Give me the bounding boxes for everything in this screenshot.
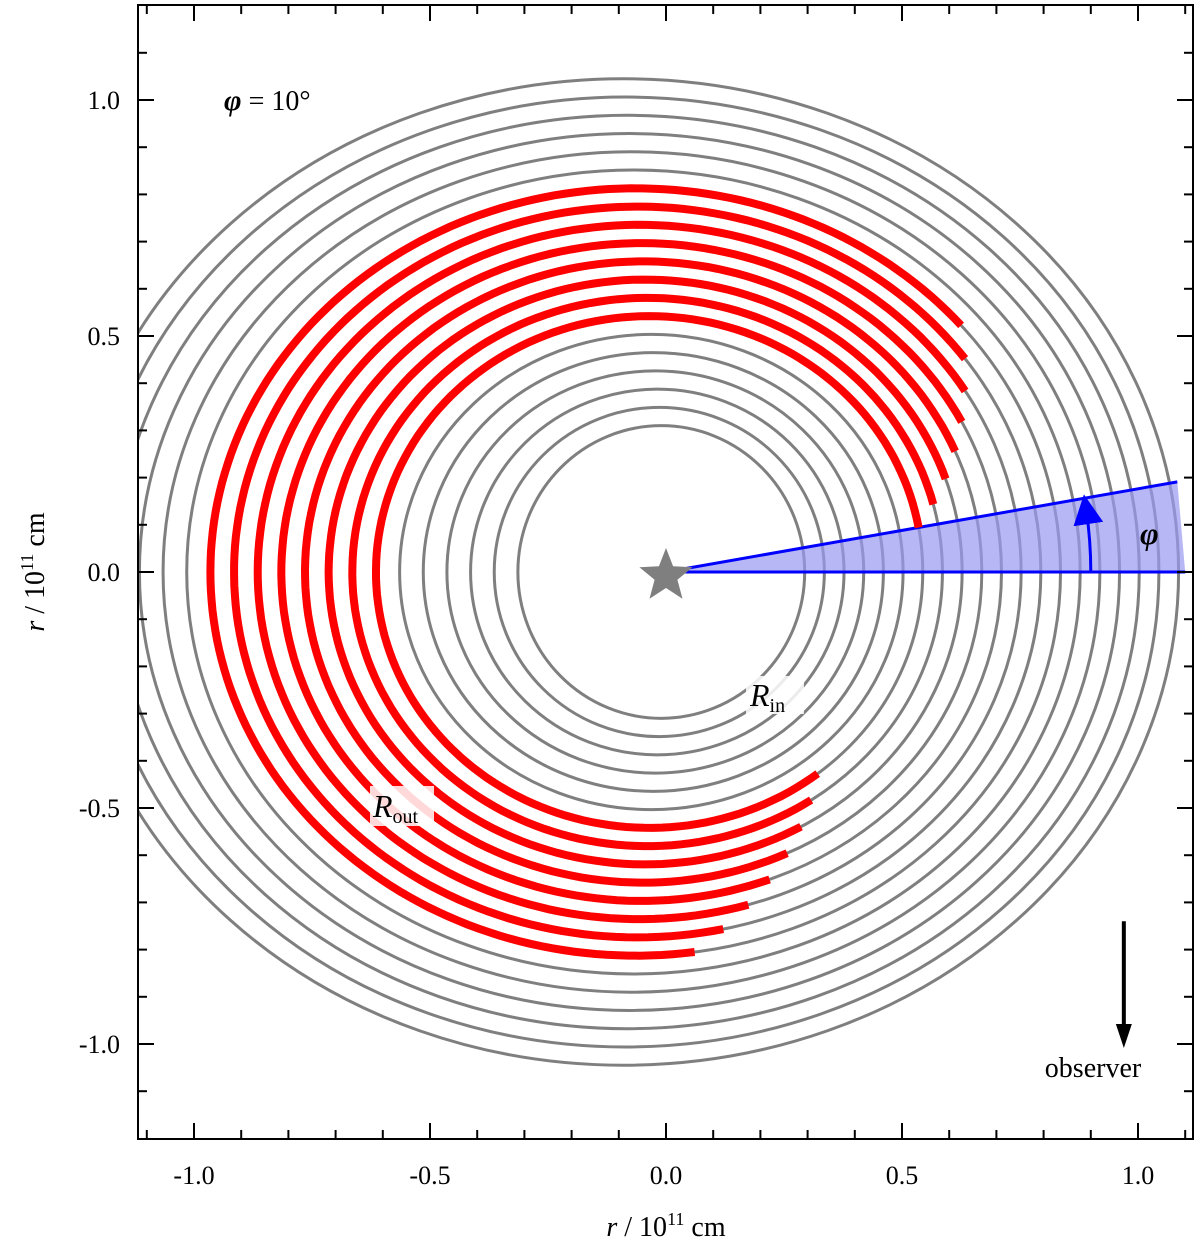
observer-arrow-head bbox=[1115, 1024, 1132, 1048]
y-tick-label: 0.0 bbox=[88, 558, 121, 587]
y-axis-label: r / 1011 cm bbox=[17, 512, 51, 631]
red-arc bbox=[348, 293, 938, 851]
red-arc bbox=[300, 257, 959, 887]
red-arcs bbox=[206, 184, 969, 960]
x-axis-label: r / 1011 cm bbox=[606, 1209, 725, 1243]
star-marker bbox=[639, 548, 693, 599]
red-arc bbox=[206, 184, 965, 960]
y-tick-label: 0.5 bbox=[88, 322, 121, 351]
red-arc bbox=[324, 275, 950, 869]
phi-symbol-label: φ bbox=[1140, 515, 1159, 551]
y-tick-label: -1.0 bbox=[79, 1030, 120, 1059]
r-in-label: Rin bbox=[746, 676, 804, 717]
x-tick-label: -0.5 bbox=[409, 1161, 450, 1190]
svg-text:Rout: Rout bbox=[372, 788, 419, 828]
markers bbox=[639, 548, 1132, 1048]
red-arc bbox=[253, 220, 969, 924]
observer-label: observer bbox=[1045, 1053, 1142, 1084]
r-out-label: Rout bbox=[370, 786, 434, 828]
y-tick-label: 1.0 bbox=[88, 86, 121, 115]
x-tick-label: 1.0 bbox=[1122, 1161, 1155, 1190]
svg-text:Rin: Rin bbox=[749, 677, 785, 717]
x-tick-label: 0.5 bbox=[886, 1161, 919, 1190]
axis-ticks: -1.0 -0.5 0.0 0.5 1.0 1.0 0.5 0.0 -0.5 -1.0 bbox=[79, 5, 1193, 1190]
y-tick-label: -0.5 bbox=[79, 794, 120, 823]
red-arc bbox=[372, 312, 923, 832]
red-arc bbox=[230, 202, 969, 942]
phi-wedge bbox=[665, 480, 1186, 574]
x-tick-label: -1.0 bbox=[173, 1161, 214, 1190]
phi-angle-arrow bbox=[1073, 494, 1104, 573]
red-arc bbox=[277, 239, 966, 905]
phi-value-annotation: φ = 10° bbox=[224, 84, 311, 117]
x-tick-label: 0.0 bbox=[650, 1161, 683, 1190]
